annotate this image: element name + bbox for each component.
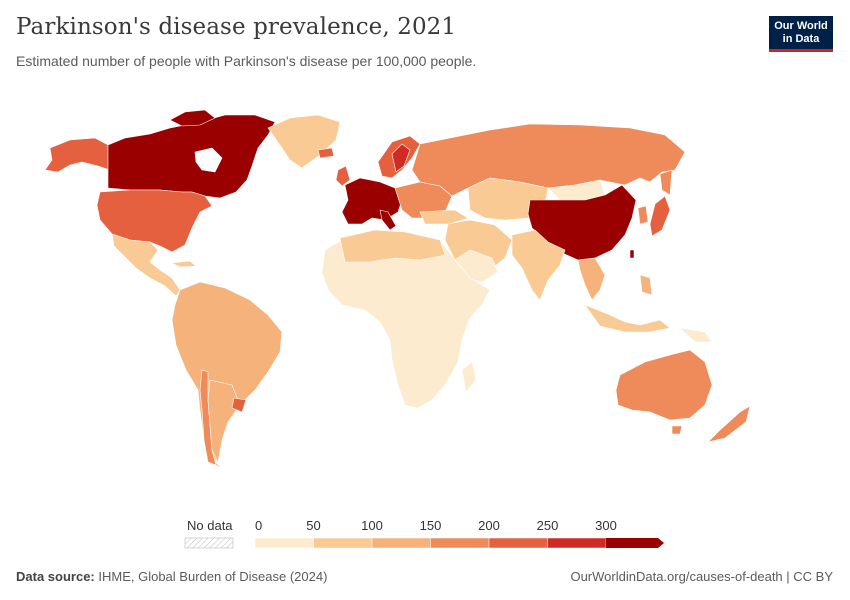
- region-south-america[interactable]: [171, 281, 283, 469]
- region-chile[interactable]: [199, 369, 217, 466]
- region-india[interactable]: [511, 229, 566, 301]
- map-legend: No data 0 50 100 150 200 250 300: [184, 518, 664, 549]
- region-japan[interactable]: [649, 195, 671, 237]
- region-western-europe[interactable]: [341, 177, 403, 225]
- region-canada[interactable]: [107, 114, 276, 199]
- region-russia[interactable]: [411, 123, 686, 197]
- region-philippines[interactable]: [639, 274, 653, 296]
- region-korea[interactable]: [637, 205, 649, 225]
- region-uk[interactable]: [335, 165, 351, 187]
- region-taiwan[interactable]: [629, 249, 635, 259]
- owid-logo[interactable]: Our World in Data: [769, 16, 833, 52]
- data-source-value: IHME, Global Burden of Disease (2024): [98, 569, 328, 584]
- legend-tick-100: 100: [361, 518, 383, 533]
- world-map[interactable]: [0, 100, 850, 500]
- region-uruguay[interactable]: [231, 397, 247, 413]
- legend-tick-150: 150: [420, 518, 442, 533]
- region-southeast-asia[interactable]: [577, 257, 606, 301]
- legend-tick-250: 250: [537, 518, 559, 533]
- region-indonesia[interactable]: [584, 304, 671, 333]
- region-australia[interactable]: [615, 349, 713, 421]
- legend-bin-5: [547, 537, 607, 549]
- legend-bin-2: [371, 537, 431, 549]
- region-kamchatka[interactable]: [659, 169, 673, 196]
- region-argentina[interactable]: [207, 379, 241, 463]
- logo-line-1: Our World: [774, 20, 828, 32]
- legend-bin-6: [606, 538, 664, 548]
- region-tasmania[interactable]: [671, 425, 683, 435]
- source-url-link[interactable]: OurWorldinData.org/causes-of-death | CC …: [570, 569, 833, 584]
- region-canada-islands[interactable]: [169, 109, 216, 127]
- legend-bin-4: [488, 537, 548, 549]
- legend-bin-3: [430, 537, 490, 549]
- legend-tick-200: 200: [478, 518, 500, 533]
- legend-bin-0: [254, 537, 314, 549]
- legend-tick-0: 0: [255, 518, 262, 533]
- region-cuba[interactable]: [171, 260, 197, 268]
- region-png[interactable]: [679, 327, 713, 343]
- region-sweden[interactable]: [391, 143, 411, 173]
- region-turkey[interactable]: [419, 209, 469, 225]
- chart-subtitle: Estimated number of people with Parkinso…: [16, 53, 477, 69]
- data-source: Data source: IHME, Global Burden of Dise…: [16, 569, 327, 584]
- logo-line-2: in Data: [782, 33, 820, 45]
- region-new-zealand[interactable]: [707, 405, 751, 443]
- legend-tick-50: 50: [306, 518, 320, 533]
- data-source-label: Data source:: [16, 569, 95, 584]
- region-greenland[interactable]: [267, 114, 341, 169]
- legend-no-data-label: No data: [187, 518, 233, 533]
- hudson-bay: [194, 147, 223, 173]
- region-north-africa[interactable]: [339, 229, 446, 263]
- legend-tick-labels: 0 50 100 150 200 250 300: [255, 518, 617, 533]
- chart-title: Parkinson's disease prevalence, 2021: [16, 14, 457, 40]
- region-madagascar[interactable]: [461, 361, 477, 393]
- legend-color-scale: [254, 537, 664, 549]
- region-iceland[interactable]: [317, 147, 335, 159]
- legend-tick-300: 300: [595, 518, 617, 533]
- region-alaska[interactable]: [44, 137, 111, 173]
- region-italy[interactable]: [379, 209, 397, 231]
- region-usa[interactable]: [96, 189, 213, 253]
- legend-no-data-swatch: [184, 537, 234, 549]
- legend-bin-1: [313, 537, 373, 549]
